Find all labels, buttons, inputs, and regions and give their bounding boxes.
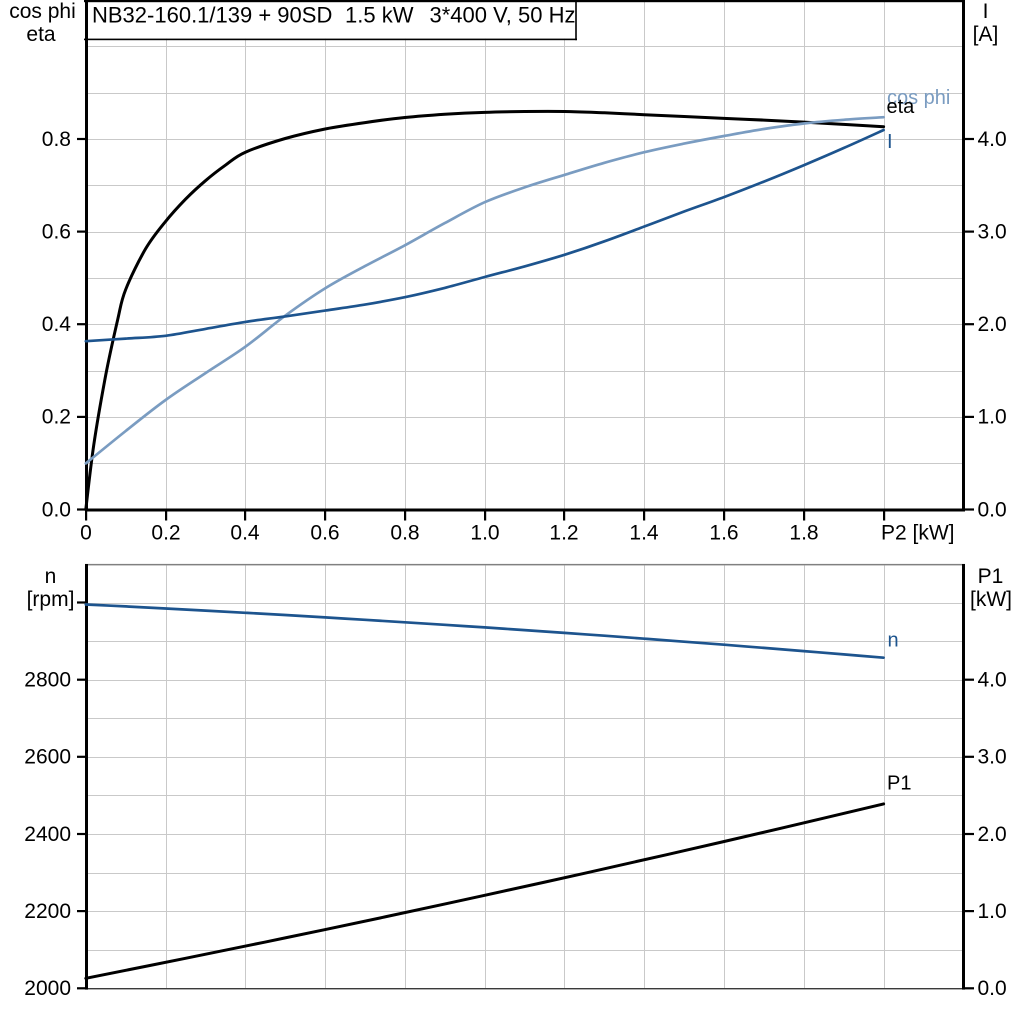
svg-text:eta: eta: [887, 96, 916, 118]
svg-text:NB32-160.1/139 + 90SD: NB32-160.1/139 + 90SD: [92, 3, 332, 28]
svg-text:1.2: 1.2: [549, 522, 578, 545]
svg-text:eta: eta: [26, 23, 56, 46]
svg-text:1.0: 1.0: [978, 900, 1007, 923]
svg-text:0.8: 0.8: [42, 128, 71, 151]
svg-text:2200: 2200: [24, 900, 71, 923]
svg-text:2800: 2800: [24, 669, 71, 692]
svg-text:1.8: 1.8: [789, 522, 818, 545]
svg-text:0.0: 0.0: [978, 498, 1007, 521]
svg-text:I: I: [887, 131, 893, 153]
svg-text:[A]: [A]: [973, 23, 999, 46]
svg-text:cos phi: cos phi: [9, 0, 76, 23]
svg-text:2000: 2000: [24, 977, 71, 1000]
svg-text:1.5 kW: 1.5 kW: [345, 3, 414, 28]
svg-text:0.6: 0.6: [42, 220, 71, 243]
svg-text:0.0: 0.0: [978, 977, 1007, 1000]
svg-text:2.0: 2.0: [978, 823, 1007, 846]
svg-text:4.0: 4.0: [978, 669, 1007, 692]
svg-text:0.0: 0.0: [42, 498, 71, 521]
svg-text:[kW]: [kW]: [970, 588, 1012, 611]
svg-text:2600: 2600: [24, 746, 71, 769]
svg-text:4.0: 4.0: [978, 128, 1007, 151]
svg-text:[rpm]: [rpm]: [27, 588, 75, 611]
svg-text:n: n: [45, 565, 57, 588]
svg-text:cos phi: cos phi: [887, 87, 950, 109]
svg-text:0.6: 0.6: [310, 522, 339, 545]
svg-text:1.6: 1.6: [709, 522, 738, 545]
svg-text:P1: P1: [978, 565, 1004, 588]
svg-text:1.0: 1.0: [470, 522, 499, 545]
svg-text:3*400 V, 50 Hz: 3*400 V, 50 Hz: [430, 3, 576, 28]
svg-text:0.8: 0.8: [390, 522, 419, 545]
svg-text:1.4: 1.4: [629, 522, 659, 545]
svg-text:0.4: 0.4: [42, 313, 72, 336]
svg-text:2.0: 2.0: [978, 313, 1007, 336]
svg-text:3.0: 3.0: [978, 746, 1007, 769]
svg-text:0.4: 0.4: [230, 522, 260, 545]
svg-text:P2 [kW]: P2 [kW]: [881, 522, 955, 545]
svg-text:0.2: 0.2: [151, 522, 180, 545]
svg-text:1.0: 1.0: [978, 406, 1007, 429]
svg-text:P1: P1: [887, 773, 911, 795]
svg-text:I: I: [983, 0, 989, 23]
svg-text:0: 0: [80, 522, 92, 545]
svg-text:3.0: 3.0: [978, 220, 1007, 243]
svg-text:n: n: [888, 630, 899, 652]
svg-text:0.2: 0.2: [42, 406, 71, 429]
svg-text:2400: 2400: [24, 823, 71, 846]
